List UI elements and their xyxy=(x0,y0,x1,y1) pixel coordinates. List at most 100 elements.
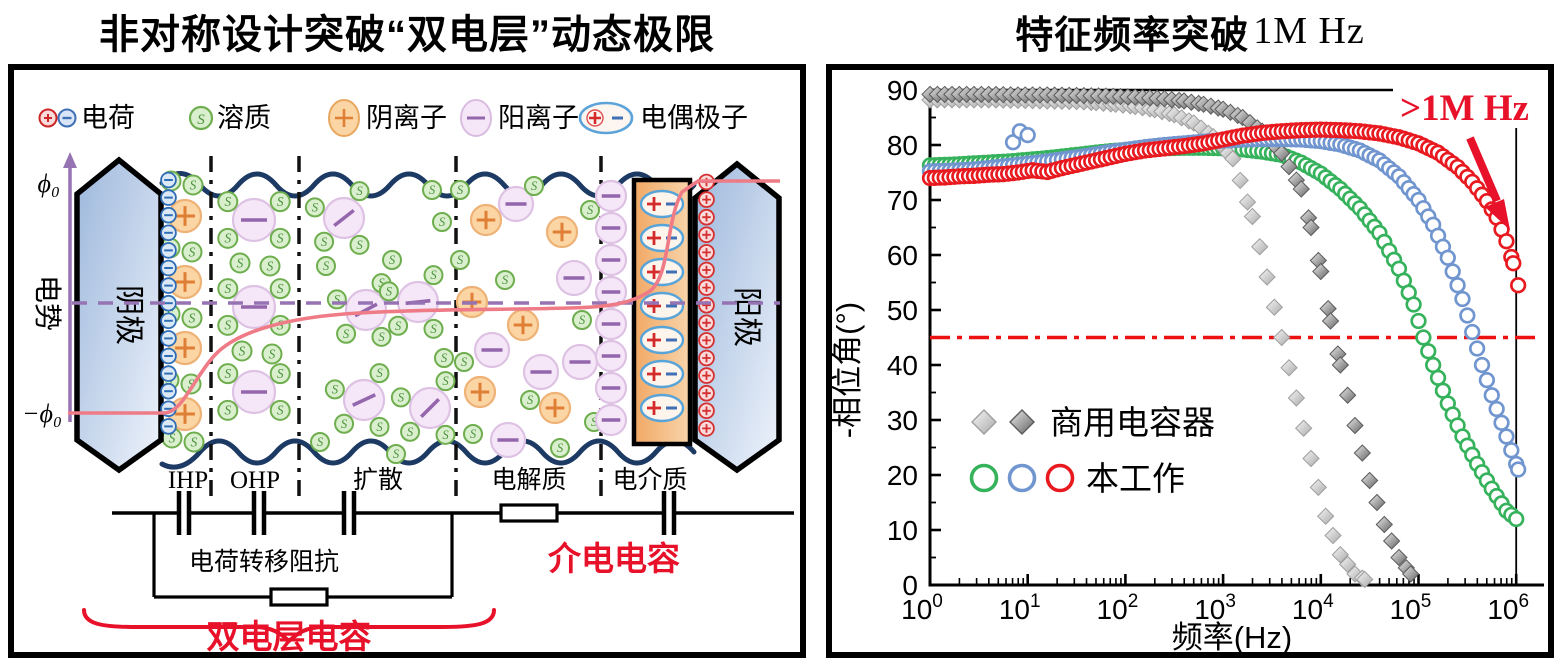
double-layer-diagram-panel: 电荷 S 溶质 阴离子 阳离子 电偶极子 ϕ₀ −ϕ₀ 电势 S S S S S S S S S S S S S S S S S S… xyxy=(8,64,806,658)
dipole-icon xyxy=(639,325,685,355)
region-labels: IHP OHP 扩散 电解质 电介质 xyxy=(168,466,688,494)
svg-text:S: S xyxy=(587,203,594,217)
svg-text:S: S xyxy=(277,231,284,246)
electrodes: 阴极 阳极 xyxy=(74,156,782,474)
svg-text:S: S xyxy=(323,259,330,273)
svg-text:S: S xyxy=(197,112,205,128)
cathode-label: 阴极 xyxy=(112,285,145,345)
svg-text:S: S xyxy=(531,179,538,193)
svg-text:S: S xyxy=(442,428,449,442)
svg-text:S: S xyxy=(188,376,195,391)
cathode-shape xyxy=(74,156,164,474)
x-axis-title: 频率(Hz) xyxy=(1172,620,1293,652)
svg-text:S: S xyxy=(237,255,244,270)
y-tick-label: 70 xyxy=(887,185,918,216)
svg-text:S: S xyxy=(356,238,363,252)
svg-text:S: S xyxy=(317,435,324,449)
svg-text:S: S xyxy=(224,231,231,246)
anode-shape xyxy=(692,160,782,474)
phase-frequency-chart: 0 10 20 30 40 50 60 70 80 90 100 101 102 103 104 105 106… xyxy=(832,75,1544,652)
legend-thiswork-label: 本工作 xyxy=(1086,460,1185,497)
y-tick-label: 90 xyxy=(887,75,918,106)
svg-text:S: S xyxy=(224,366,231,381)
legend-label: 溶质 xyxy=(217,103,271,133)
dipole-icon xyxy=(639,393,685,423)
svg-text:S: S xyxy=(334,292,341,306)
svg-text:S: S xyxy=(189,244,196,259)
region-label: IHP xyxy=(168,467,208,494)
charge-transfer-label: 电荷转移阻抗 xyxy=(189,548,339,576)
svg-text:S: S xyxy=(191,434,198,449)
svg-text:S: S xyxy=(441,351,448,365)
svg-text:S: S xyxy=(457,183,464,197)
dipole-icon xyxy=(578,101,634,135)
y-tick-label: 30 xyxy=(887,405,918,436)
svg-text:S: S xyxy=(470,427,477,441)
y-tick-label: 50 xyxy=(887,295,918,326)
solute-icon: S xyxy=(188,105,214,131)
x-tick-label: 102 xyxy=(1097,591,1139,625)
svg-text:S: S xyxy=(398,390,405,404)
x-tick-label: 103 xyxy=(1194,591,1236,625)
legend-label: 电偶极子 xyxy=(640,103,748,133)
svg-text:S: S xyxy=(395,319,402,333)
anion-icon xyxy=(328,99,360,137)
left-panel-title: 非对称设计突破“双电层”动态极限 xyxy=(99,13,715,57)
y-tick-label: 10 xyxy=(887,515,918,546)
svg-text:S: S xyxy=(189,310,196,325)
svg-text:S: S xyxy=(461,355,468,369)
y-tick-label: 0 xyxy=(902,570,918,601)
svg-text:S: S xyxy=(169,430,176,445)
svg-text:S: S xyxy=(557,441,564,455)
svg-text:S: S xyxy=(430,268,437,282)
legend-label: 阳离子 xyxy=(498,103,579,133)
x-tick-label: 104 xyxy=(1292,591,1334,625)
svg-text:S: S xyxy=(429,183,436,197)
series-thiswork xyxy=(921,121,1527,294)
annotation-text: >1M Hz xyxy=(1400,88,1529,129)
y-tick-label: 20 xyxy=(887,460,918,491)
y-tick-label: 60 xyxy=(887,240,918,271)
x-tick-label: 101 xyxy=(999,591,1041,625)
svg-text:S: S xyxy=(502,273,509,287)
svg-text:S: S xyxy=(393,447,400,461)
svg-text:S: S xyxy=(457,253,464,267)
edl-brace xyxy=(82,608,496,644)
svg-text:S: S xyxy=(224,318,231,333)
svg-text:S: S xyxy=(277,366,284,381)
svg-text:S: S xyxy=(332,382,339,396)
legend-label: 阴离子 xyxy=(366,103,447,133)
right-title-zh: 特征频率突破 xyxy=(1015,14,1250,57)
svg-text:S: S xyxy=(579,313,586,327)
megahertz-annotation: >1M Hz xyxy=(1400,88,1529,230)
x-tick-label: 105 xyxy=(1390,591,1432,625)
dipole-icon xyxy=(639,223,685,253)
svg-text:S: S xyxy=(376,366,383,380)
svg-text:S: S xyxy=(439,215,446,229)
svg-text:S: S xyxy=(430,322,437,336)
svg-text:S: S xyxy=(343,327,350,341)
region-label: OHP xyxy=(230,467,280,494)
legend-label: 电荷 xyxy=(81,103,135,133)
svg-text:S: S xyxy=(378,330,385,344)
svg-text:S: S xyxy=(277,194,284,209)
svg-text:S: S xyxy=(224,194,231,209)
region-label: 电介质 xyxy=(612,466,687,494)
svg-text:S: S xyxy=(224,403,231,418)
svg-text:S: S xyxy=(312,200,319,214)
potential-axis: ϕ₀ −ϕ₀ 电势 xyxy=(22,152,77,428)
svg-text:S: S xyxy=(239,343,246,358)
svg-text:S: S xyxy=(376,420,383,434)
svg-text:S: S xyxy=(591,415,598,429)
svg-text:S: S xyxy=(341,417,348,431)
region-label: 电解质 xyxy=(491,466,566,494)
svg-text:S: S xyxy=(356,184,363,198)
anode-label: 阳极 xyxy=(730,287,763,347)
right-title-suffix: 1M Hz xyxy=(1253,10,1365,52)
y-axis-title: -相位角(°) xyxy=(832,302,865,438)
dipole-icon xyxy=(639,291,685,321)
diagram-legend: 电荷 S 溶质 阴离子 阳离子 电偶极子 xyxy=(38,99,748,137)
